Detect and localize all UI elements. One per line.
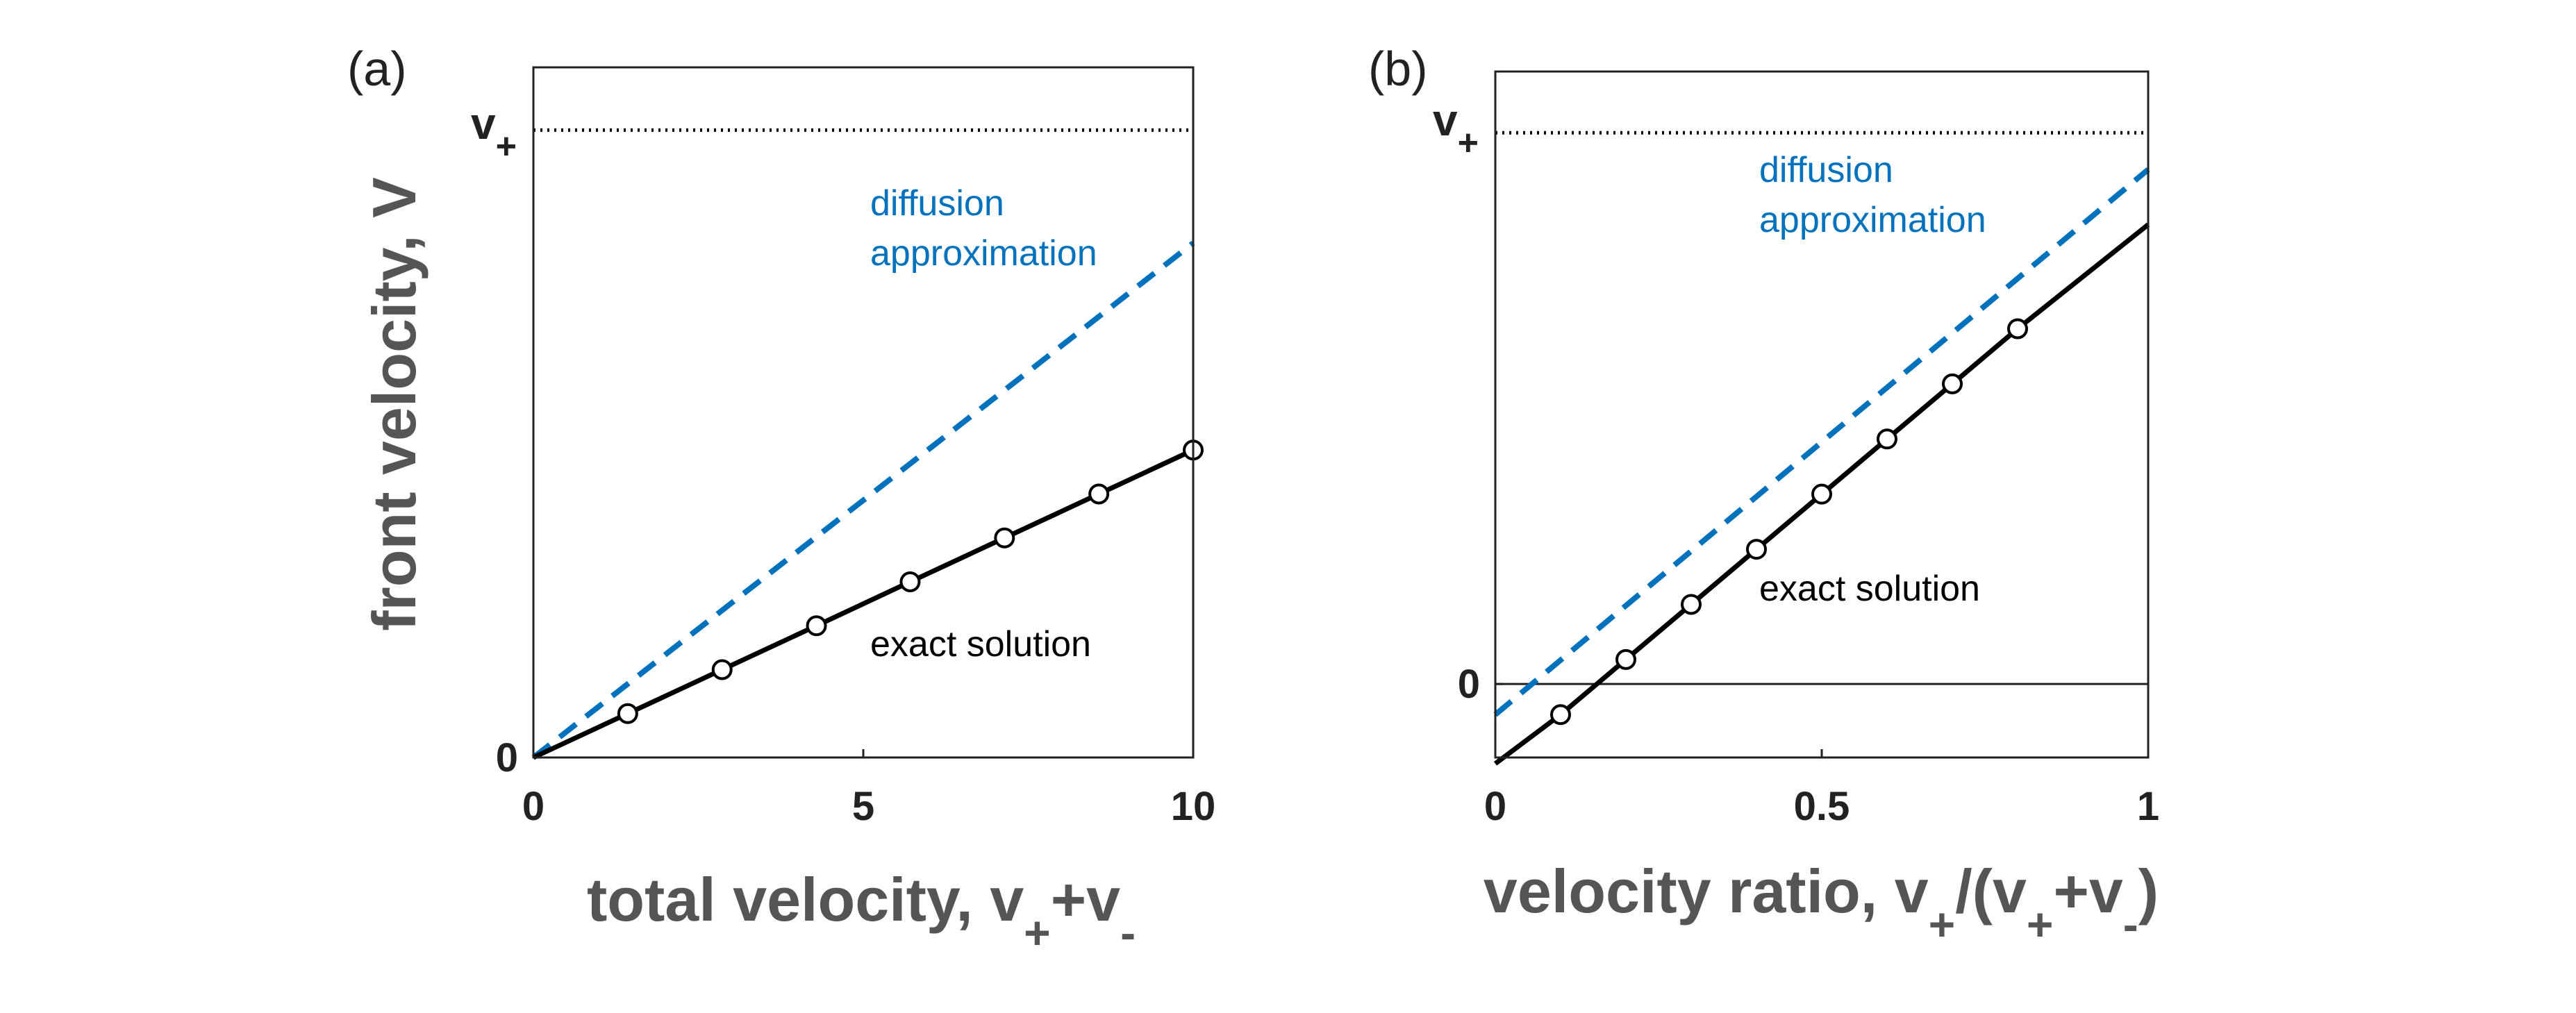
y-tick-label-a: 0 xyxy=(496,735,518,780)
exact-marker-b xyxy=(2007,318,2028,340)
ref-label-a: v+ xyxy=(471,99,517,167)
exact-marker-a xyxy=(711,659,733,680)
x-tick-label-b: 0.5 xyxy=(1794,784,1850,829)
panel-b: (b) v+ 0 0.5 1 0 diffusion approximation ex… xyxy=(1368,42,2159,950)
diffusion-line-b xyxy=(1493,167,2150,717)
exact-marker-a xyxy=(806,615,827,637)
exact-marker-b xyxy=(1681,594,1702,615)
exact-marker-a xyxy=(994,527,1015,549)
exact-marker-a xyxy=(899,571,921,592)
exact-line-b xyxy=(1493,222,2150,766)
annotation-exact-a: exact solution xyxy=(870,624,1091,664)
y-axis-title-a: front velocity, V xyxy=(360,177,429,631)
x-tick-label-a: 5 xyxy=(852,784,874,829)
x-axis-title-a: total velocity, v++v- xyxy=(587,865,1136,958)
axes-frame-a xyxy=(532,66,1195,759)
annotation-exact-b: exact solution xyxy=(1759,569,1980,609)
x-tick-label-b: 1 xyxy=(2137,784,2159,829)
panel-a: (a) front velocity, V v+ 0 5 10 0 diffusion… xyxy=(347,42,1215,958)
exact-marker-b xyxy=(1550,704,1571,726)
y-tick-label-b: 0 xyxy=(1458,662,1480,707)
diffusion-line-a xyxy=(531,240,1195,760)
plot-area-a: 0 5 10 0 xyxy=(496,128,1216,829)
ref-label-b: v+ xyxy=(1433,95,1479,163)
x-tick-label-a: 0 xyxy=(522,784,545,829)
annotation-diffusion-a: diffusion approximation xyxy=(870,183,1097,274)
panel-label-b: (b) xyxy=(1368,42,1428,96)
exact-marker-a xyxy=(1088,483,1110,505)
x-axis-title-b: velocity ratio, v+/(v++v-) xyxy=(1484,857,2159,950)
annotation-diffusion-b: diffusion approximation xyxy=(1759,150,1986,240)
exact-marker-b xyxy=(1877,428,1897,450)
plot-area-b: 0 0.5 1 0 xyxy=(1458,131,2159,829)
panel-label-a: (a) xyxy=(347,42,407,96)
x-tick-label-b: 0 xyxy=(1484,784,1506,829)
exact-line-a xyxy=(532,448,1195,760)
exact-marker-a xyxy=(617,703,638,724)
axes-frame-b xyxy=(1494,70,2150,759)
x-tick-label-a: 10 xyxy=(1171,784,1216,829)
exact-marker-b xyxy=(1942,373,1963,394)
exact-marker-b xyxy=(1746,539,1767,560)
exact-marker-b xyxy=(1615,648,1636,670)
exact-marker-b xyxy=(1811,483,1832,505)
